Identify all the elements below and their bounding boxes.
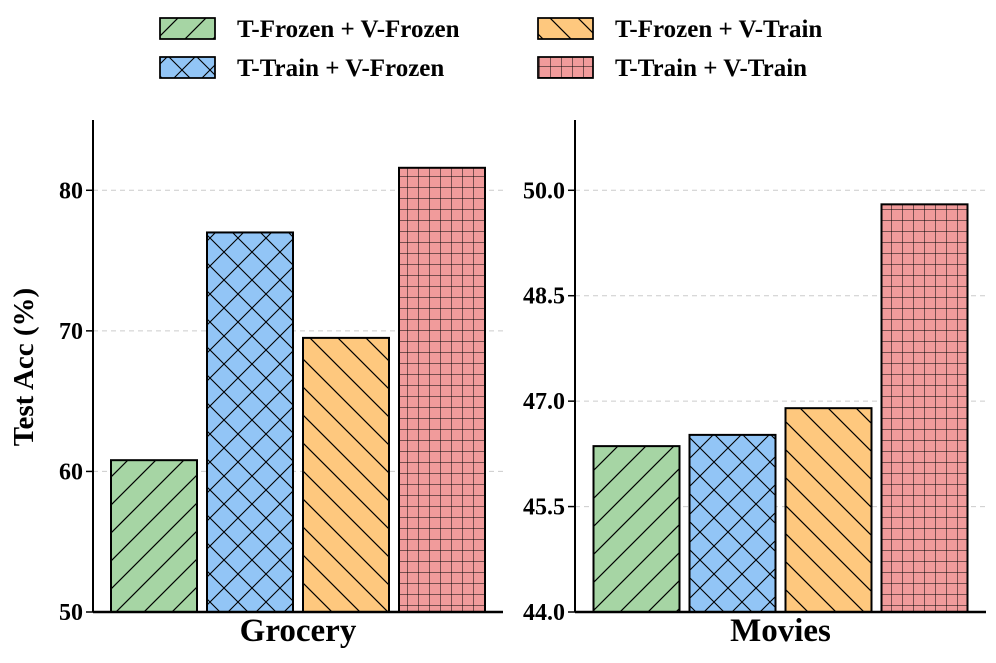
y-tick-label: 60	[59, 459, 83, 485]
legend-swatch-hatch	[159, 17, 216, 40]
bar-hatch	[110, 459, 198, 613]
bar-hatch	[880, 203, 969, 613]
legend-label: T-Train + V-Train	[615, 55, 807, 82]
legend-label: T-Frozen + V-Train	[615, 16, 822, 43]
y-tick-label: 70	[59, 319, 83, 345]
bar-movies-t-frozen-v-frozen	[592, 445, 681, 613]
y-tick-label: 80	[59, 178, 83, 204]
bar-hatch	[784, 407, 873, 613]
bar-grocery-t-frozen-v-frozen	[110, 459, 198, 613]
y-tick-label: 50.0	[523, 178, 565, 204]
bar-movies-t-frozen-v-train	[784, 407, 873, 613]
legend-swatch-hatch	[537, 56, 594, 79]
bar-hatch	[592, 445, 681, 613]
bar-grocery-t-frozen-v-train	[302, 336, 390, 613]
bar-movies-t-train-v-train	[880, 203, 969, 613]
y-tick-label: 45.5	[523, 495, 565, 521]
x-axis-label: Grocery	[240, 613, 357, 649]
legend-entry-t-frozen-v-frozen: T-Frozen + V-Frozen	[159, 16, 460, 43]
legend: T-Frozen + V-Frozen T-Frozen + V-Train T-T…	[159, 16, 822, 82]
legend-entry-t-frozen-v-train: T-Frozen + V-Train	[537, 16, 822, 43]
bar-movies-t-train-v-frozen	[688, 433, 777, 613]
bar-hatch	[398, 166, 486, 613]
bar-hatch	[206, 231, 294, 613]
y-tick-label: 50	[59, 600, 83, 626]
bar-grocery-t-train-v-train	[398, 166, 486, 613]
bar-hatch	[688, 433, 777, 613]
legend-entry-t-train-v-train: T-Train + V-Train	[537, 55, 807, 82]
legend-label: T-Frozen + V-Frozen	[237, 16, 460, 43]
panel-grocery: 50 60 70 80 Grocery	[59, 120, 503, 649]
x-axis-label: Movies	[730, 613, 831, 649]
legend-entry-t-train-v-frozen: T-Train + V-Frozen	[159, 55, 444, 82]
bar-grocery-t-train-v-frozen	[206, 231, 294, 613]
y-tick-label: 47.0	[523, 389, 565, 415]
panel-movies: 44.0 45.5 47.0 48.5 50.0 Movies	[523, 120, 986, 649]
legend-label: T-Train + V-Frozen	[237, 55, 444, 82]
legend-swatch-hatch	[159, 56, 216, 79]
y-tick-label: 44.0	[523, 600, 565, 626]
bar-hatch	[302, 336, 390, 613]
y-tick-label: 48.5	[523, 284, 565, 310]
legend-swatch-hatch	[537, 17, 594, 40]
y-axis-label: Test Acc (%)	[8, 288, 40, 446]
